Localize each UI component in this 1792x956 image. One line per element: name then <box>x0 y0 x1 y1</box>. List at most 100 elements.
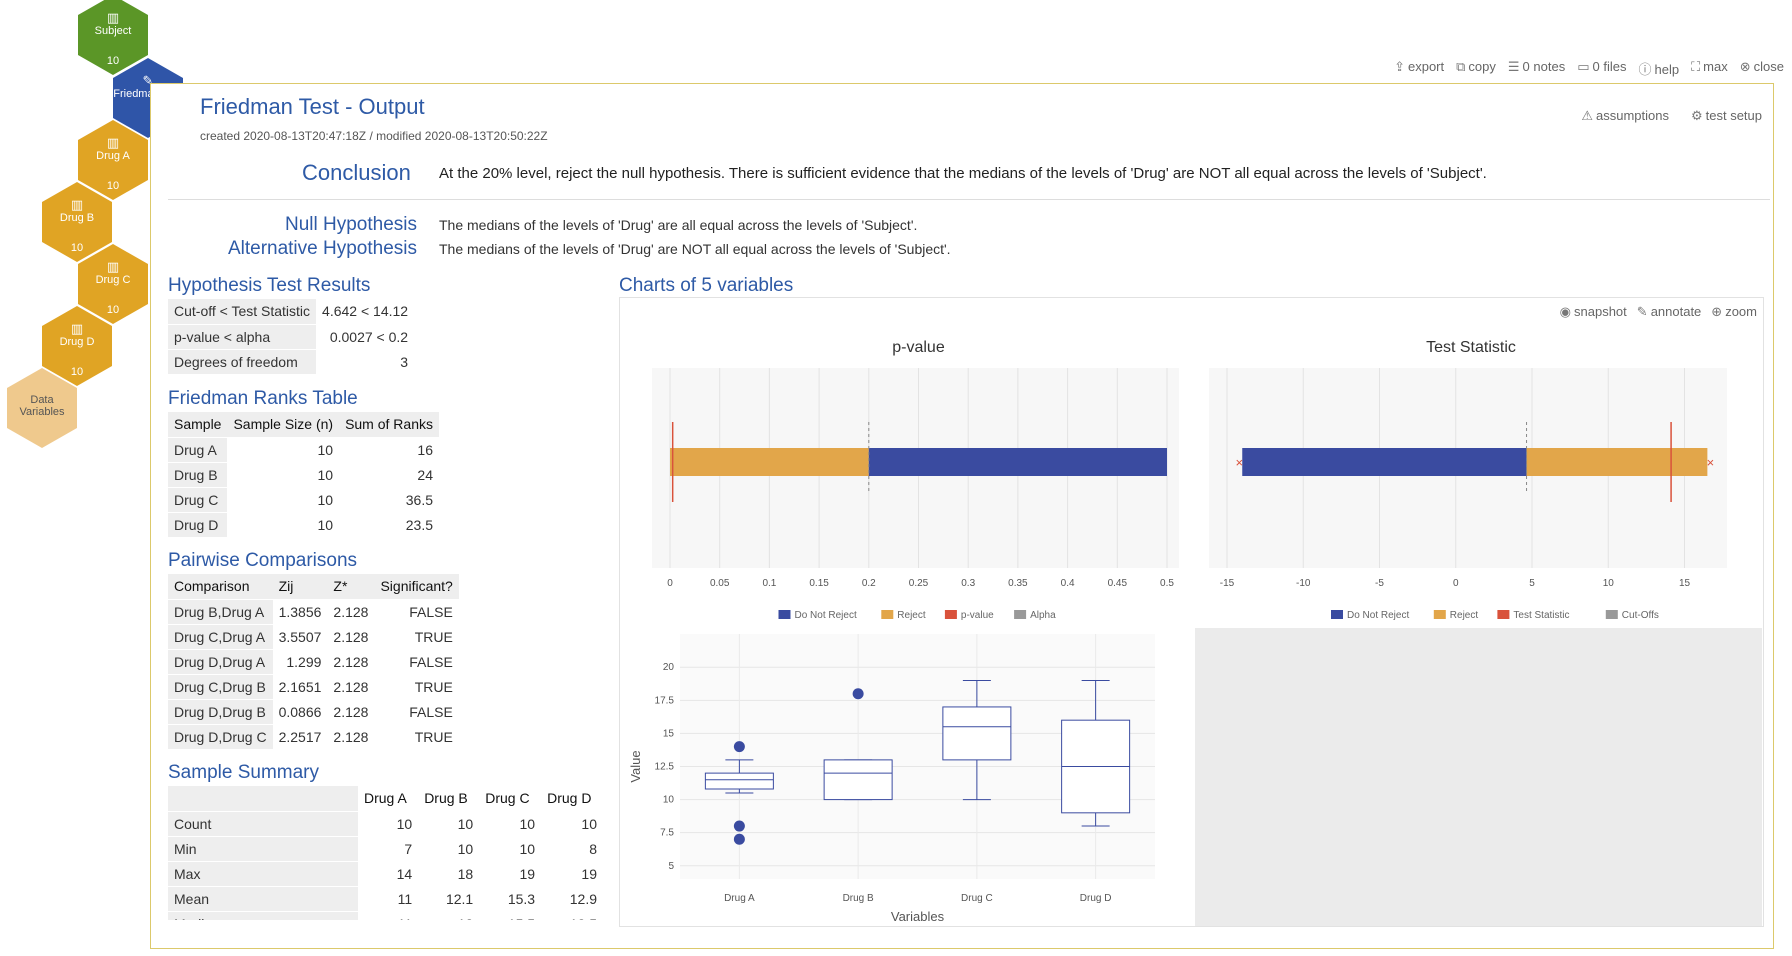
table-row: Mean 11 12.1 15.3 12.9 <box>168 886 603 911</box>
close-button[interactable]: ⊗ close <box>1739 59 1784 74</box>
category-label: Drug D <box>1080 893 1112 904</box>
hex-count: 10 <box>106 55 120 67</box>
conclusion-text: At the 20% level, reject the null hypoth… <box>439 165 1487 182</box>
timestamps: created 2020-08-13T20:47:18Z / modified … <box>200 129 548 143</box>
export-button[interactable]: ⇪ export <box>1394 59 1445 74</box>
camera-icon: ◉ <box>1559 304 1572 319</box>
hex-count: 10 <box>106 304 120 316</box>
table-header: Comparison Zij Z* Significant? <box>168 574 459 599</box>
hex-subject[interactable]: ▥ Subject 10 <box>78 0 148 75</box>
chart-title-1: Test Statistic <box>1426 339 1516 356</box>
hex-data-variables[interactable]: Data Variables <box>7 368 77 448</box>
panel-tools: ⚠ assumptions ⚙ test setup <box>1581 108 1762 124</box>
bar-segment <box>868 448 1167 476</box>
charts-svg: p-value 0 0.05 0.1 0.15 0.2 0.25 0.3 0.35 0.4 0.45… <box>628 339 1727 924</box>
empty-chart-area <box>1195 628 1762 926</box>
legend-label: Do Not Reject <box>795 610 857 621</box>
hex-drug-b[interactable]: ▥ Drug B 10 <box>42 182 112 262</box>
max-button[interactable]: ⛶ max <box>1691 59 1728 74</box>
tick-label: 0 <box>667 578 673 589</box>
annotate-button[interactable]: ✎ annotate <box>1636 304 1702 319</box>
legend-label: Reject <box>897 610 926 621</box>
legend-swatch <box>1433 610 1446 619</box>
zoom-button[interactable]: ⊕ zoom <box>1711 304 1757 319</box>
tick-label: 0.3 <box>961 578 975 589</box>
legend-swatch <box>944 610 957 619</box>
tick-label: 0.15 <box>809 578 829 589</box>
tick-label: 0.05 <box>710 578 730 589</box>
bar-chart-icon: ▥ <box>70 321 84 336</box>
legend-swatch <box>1605 610 1618 619</box>
charts-title: Charts of 5 variables <box>619 275 794 296</box>
legend-label: Alpha <box>1030 610 1056 621</box>
category-label: Drug C <box>961 893 993 904</box>
box <box>942 706 1012 761</box>
legend-swatch <box>1497 610 1510 619</box>
box <box>823 759 893 801</box>
gear-icon: ⚙ <box>1690 108 1703 123</box>
tick-label: 20 <box>663 662 675 673</box>
tick-label: 12.5 <box>655 762 675 773</box>
hex-count: 10 <box>70 366 84 378</box>
tick-label: 0.2 <box>862 578 876 589</box>
maximize-icon: ⛶ <box>1691 59 1701 74</box>
wrench-icon: ✎ <box>142 73 154 88</box>
legend-swatch <box>1014 610 1027 619</box>
bar-segment <box>1242 448 1527 476</box>
assumptions-button[interactable]: ⚠ assumptions <box>1581 108 1669 123</box>
summary-title: Sample Summary <box>168 762 319 783</box>
x-axis-label: Variables <box>891 909 945 924</box>
bar-chart-icon: ▥ <box>106 259 120 274</box>
table-row: Drug D,Drug C 2.2517 2.128 TRUE <box>168 724 459 749</box>
summary-table: Drug A Drug B Drug C Drug D Count 10 10 10 10 M… <box>168 786 603 920</box>
pairwise-title: Pairwise Comparisons <box>168 550 358 571</box>
snapshot-button[interactable]: ◉ snapshot <box>1559 304 1627 319</box>
pairwise-table: Comparison Zij Z* Significant? Drug B,Drug … <box>168 574 459 750</box>
table-row: Drug B 10 24 <box>168 462 439 487</box>
tick-label: 10 <box>1603 578 1615 589</box>
tick-label: 0.35 <box>1008 578 1028 589</box>
x-marker: × <box>1707 455 1715 470</box>
tick-label: 10 <box>663 795 675 806</box>
folder-icon: ▭ <box>1577 59 1590 74</box>
copy-button[interactable]: ⧉ copy <box>1456 59 1496 74</box>
tick-label: 5 <box>668 861 674 872</box>
conclusion-label: Conclusion <box>302 160 411 185</box>
table-row: Drug D,Drug B 0.0866 2.128 FALSE <box>168 699 459 724</box>
close-icon: ⊗ <box>1739 59 1751 74</box>
table-row: Max 14 18 19 19 <box>168 861 603 886</box>
files-button[interactable]: ▭ 0 files <box>1577 59 1627 74</box>
tick-label: 15 <box>1679 578 1691 589</box>
test-setup-button[interactable]: ⚙ test setup <box>1690 108 1762 123</box>
results-title: Hypothesis Test Results <box>168 275 371 296</box>
tick-label: 0 <box>1453 578 1459 589</box>
legend-label: Cut-Offs <box>1622 610 1659 621</box>
hex-label: Data Variables <box>19 394 65 418</box>
tick-label: -5 <box>1375 578 1384 589</box>
table-row: Drug C,Drug A 3.5507 2.128 TRUE <box>168 624 459 649</box>
bar-chart-icon: ▥ <box>106 10 120 25</box>
category-label: Drug B <box>843 893 874 904</box>
outlier-point <box>733 820 745 832</box>
divider <box>168 199 1770 200</box>
bar-segment <box>1526 448 1708 476</box>
table-row: Count 10 10 10 10 <box>168 811 603 836</box>
legend-swatch <box>1331 610 1343 619</box>
tick-label: 7.5 <box>660 828 674 839</box>
copy-icon: ⧉ <box>1456 59 1466 74</box>
chart-title-0: p-value <box>892 339 945 356</box>
hex-drug-c[interactable]: ▥ Drug C 10 <box>78 244 148 324</box>
notes-button[interactable]: ☰ 0 notes <box>1507 59 1566 74</box>
help-button[interactable]: ⓘ help <box>1638 62 1680 77</box>
table-row: Drug D 10 23.5 <box>168 512 439 537</box>
table-header: Sample Sample Size (n) Sum of Ranks <box>168 412 439 437</box>
legend-swatch <box>881 610 894 619</box>
tick-label: -10 <box>1296 578 1311 589</box>
outlier-point <box>733 833 745 845</box>
chart-toolbar: ◉ snapshot ✎ annotate ⊕ zoom <box>1560 304 1757 320</box>
alt-hypothesis-label: Alternative Hypothesis <box>227 238 417 259</box>
hex-drug-d[interactable]: ▥ Drug D 10 <box>42 306 112 386</box>
tick-label: 0.4 <box>1061 578 1075 589</box>
legend-label: Do Not Reject <box>1347 610 1409 621</box>
summary-scroll[interactable]: Drug A Drug B Drug C Drug D Count 10 10 10 10 M… <box>168 786 603 920</box>
